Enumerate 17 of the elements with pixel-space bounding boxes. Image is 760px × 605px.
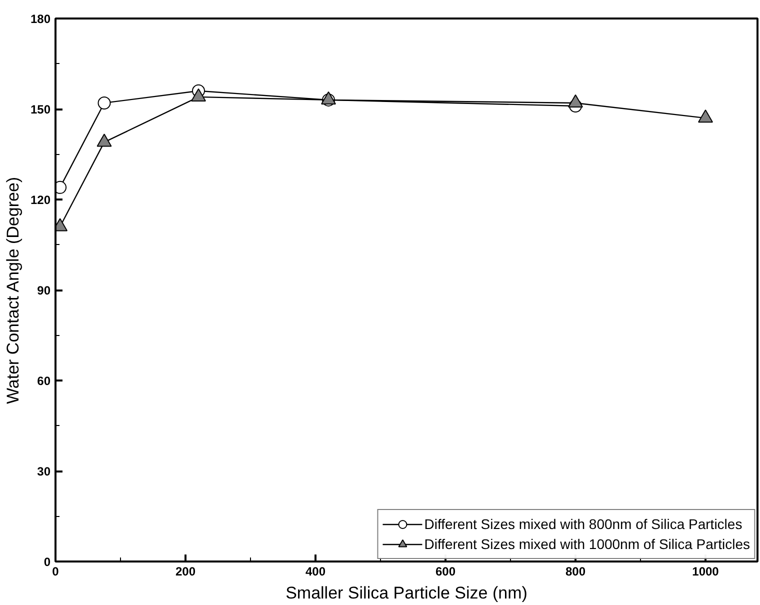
x-tick-label: 800 — [565, 564, 586, 578]
x-tick-label: 600 — [435, 564, 456, 578]
x-tick-label: 200 — [175, 564, 196, 578]
y-tick-label: 150 — [30, 102, 51, 116]
x-tick-label: 400 — [305, 564, 326, 578]
y-tick-label: 60 — [37, 374, 51, 388]
x-axis-title: Smaller Silica Particle Size (nm) — [286, 584, 528, 602]
y-tick-label: 90 — [37, 284, 51, 298]
y-axis-title: Water Contact Angle (Degree) — [3, 176, 22, 404]
y-tick-label: 30 — [37, 464, 51, 478]
legend-label: Different Sizes mixed with 800nm of Silica Particles — [424, 516, 742, 532]
y-tick-label: 0 — [44, 555, 51, 569]
legend-label: Different Sizes mixed with 1000nm of Silica Particles — [424, 536, 750, 552]
y-tick-label: 180 — [30, 12, 51, 26]
x-tick-label: 1000 — [692, 564, 720, 578]
x-tick-label: 0 — [52, 564, 60, 578]
y-tick-label: 120 — [30, 193, 51, 207]
